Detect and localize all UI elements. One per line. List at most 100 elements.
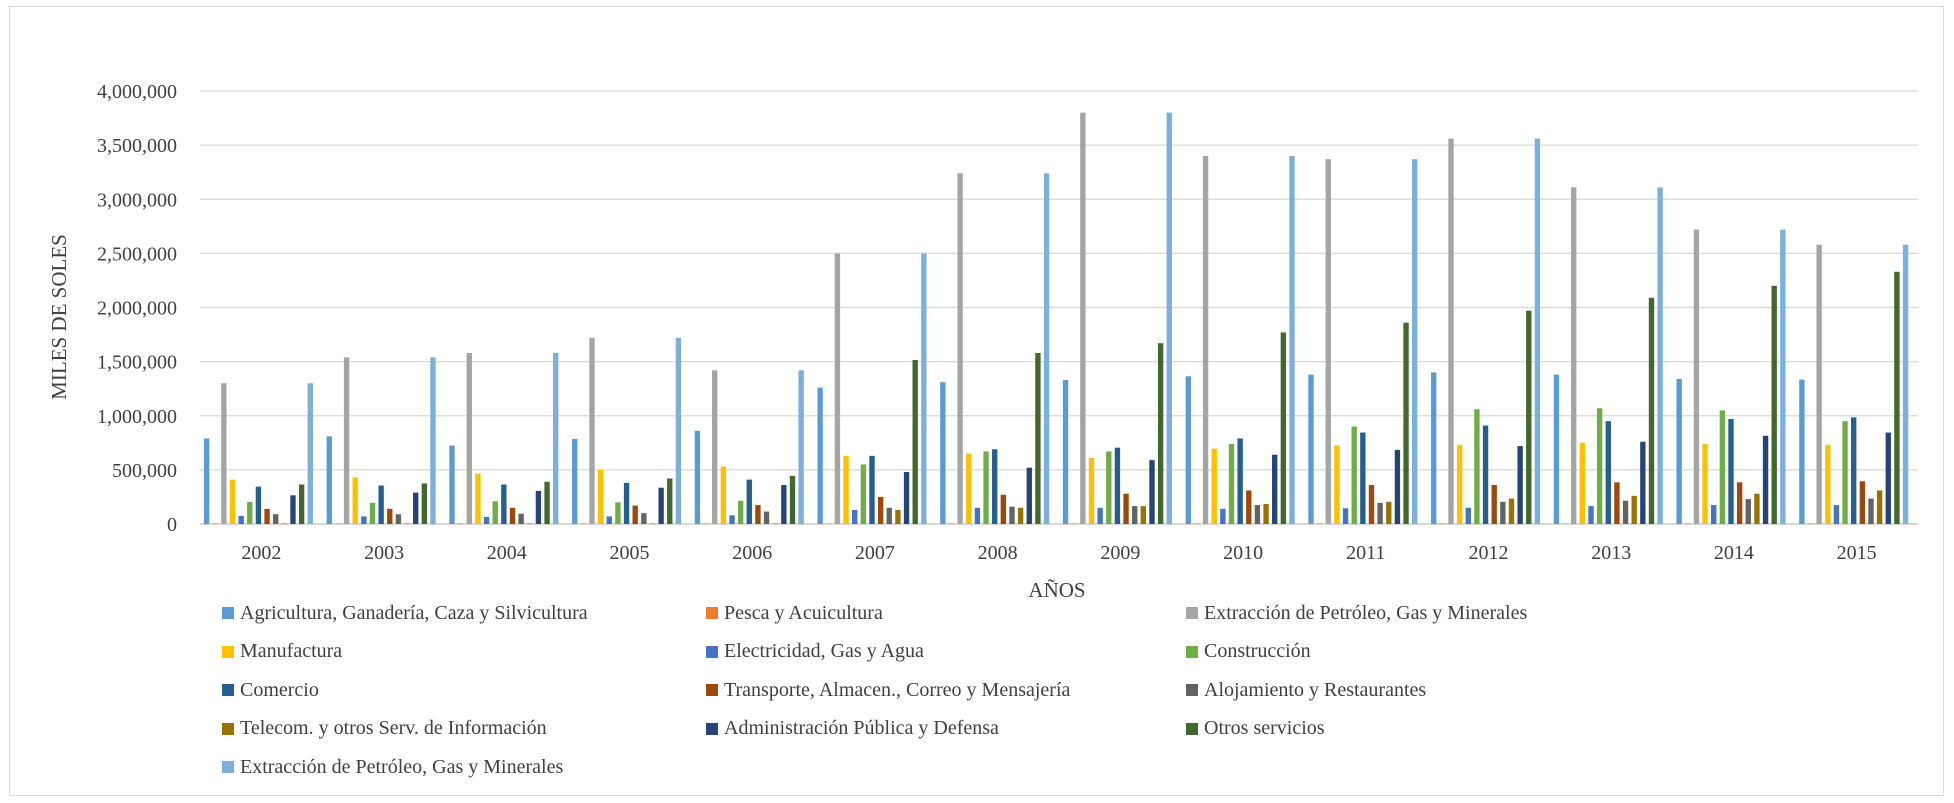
bar: [597, 469, 604, 524]
chart-frame: [9, 6, 1944, 796]
bar: [1534, 138, 1541, 524]
bar: [1553, 374, 1560, 524]
bar: [421, 483, 428, 524]
bar: [1237, 438, 1243, 524]
bar: [281, 523, 288, 524]
x-tick-label: 2007: [855, 542, 895, 564]
y-tick-label: 2,000,000: [97, 298, 177, 320]
x-axis-ticks: 2002 2003 2004 2005 2006 2007 2008 2009 2010 2011…: [241, 542, 1876, 564]
y-tick-label: 0: [167, 514, 177, 536]
bar: [948, 523, 955, 524]
bar: [974, 507, 981, 524]
y-axis-ticks: 0 500,000 1,000,000 1,500,000 2,000,000 2,500…: [97, 81, 177, 536]
bar: [430, 357, 436, 524]
bar: [1000, 494, 1007, 524]
bar: [264, 508, 270, 524]
bar: [1588, 506, 1594, 524]
bar: [1693, 229, 1700, 524]
bar: [1439, 523, 1446, 524]
bar: [326, 436, 332, 524]
bar: [1026, 467, 1032, 524]
bar: [361, 516, 367, 524]
bar: [580, 523, 587, 524]
bar: [475, 473, 481, 524]
bar: [466, 352, 472, 524]
bar: [1263, 503, 1269, 524]
x-tick-label: 2003: [364, 542, 404, 564]
bar: [1719, 410, 1726, 524]
bar: [1062, 380, 1069, 524]
bar: [1377, 502, 1383, 524]
y-tick-label: 2,500,000: [97, 243, 177, 265]
bar: [1351, 426, 1357, 524]
legend-label: Alojamiento y Restaurantes: [1204, 678, 1427, 701]
bar: [1123, 493, 1129, 524]
bar: [1368, 485, 1375, 524]
x-tick-label: 2013: [1591, 542, 1631, 564]
bar: [572, 439, 578, 524]
bar: [1140, 506, 1147, 524]
bar: [1185, 376, 1191, 524]
bar: [1517, 446, 1523, 524]
bar: [290, 495, 296, 524]
x-tick-label: 2005: [610, 542, 650, 564]
legend-item: Transporte, Almacen., Correo y Mensajerí…: [706, 675, 1070, 705]
bar: [1431, 372, 1437, 524]
bar: [343, 357, 350, 524]
bar: [1211, 448, 1217, 524]
legend-label: Telecom. y otros Serv. de Información: [240, 717, 547, 739]
bar: [1596, 408, 1603, 524]
bar: [1325, 159, 1331, 524]
legend-item: Construcción: [1186, 637, 1311, 667]
bar: [1676, 378, 1682, 524]
bar: [1631, 495, 1637, 524]
bar: [298, 484, 305, 524]
legend-swatch: [706, 722, 718, 735]
bar: [1035, 352, 1041, 524]
bar: [1272, 454, 1278, 524]
bar: [1508, 498, 1515, 524]
bar: [712, 370, 718, 524]
bar: [606, 516, 612, 524]
bar: [1149, 460, 1155, 524]
bar: [1316, 523, 1323, 524]
bar: [1876, 490, 1883, 524]
bar: [921, 253, 927, 524]
bar: [1614, 482, 1620, 524]
bar: [826, 523, 832, 524]
x-tick-label: 2012: [1469, 542, 1509, 564]
bar: [1762, 435, 1769, 524]
x-tick-label: 2010: [1223, 542, 1263, 564]
bar: [798, 370, 804, 524]
bar: [667, 478, 673, 524]
x-tick-label: 2006: [732, 542, 772, 564]
bar: [1157, 343, 1164, 524]
bar: [1289, 155, 1295, 524]
bar: [1780, 229, 1786, 524]
bar: [658, 487, 664, 524]
bar: [1562, 523, 1568, 524]
bar: [1394, 449, 1401, 524]
legend-item: Extracción de Petróleo, Gas y Minerales: [1186, 598, 1527, 628]
bar: [1482, 425, 1489, 524]
bar: [352, 477, 358, 524]
bar: [1833, 505, 1840, 524]
bar: [229, 479, 236, 524]
bar: [789, 475, 796, 524]
bar: [378, 485, 384, 524]
bar: [212, 523, 218, 524]
bar: [772, 523, 778, 524]
bar: [395, 514, 402, 524]
x-tick-label: 2004: [487, 542, 527, 564]
legend-label: Extracción de Petróleo, Gas y Minerales: [240, 755, 564, 778]
bar: [912, 360, 918, 524]
legend-swatch: [706, 684, 718, 696]
bar: [1885, 432, 1891, 524]
bar: [1280, 332, 1287, 524]
bar: [1448, 138, 1454, 524]
legend-item: Manufactura: [222, 637, 342, 667]
bar: [1816, 244, 1822, 524]
bar: [501, 484, 507, 524]
bar: [817, 387, 823, 524]
bar: [1605, 421, 1611, 524]
